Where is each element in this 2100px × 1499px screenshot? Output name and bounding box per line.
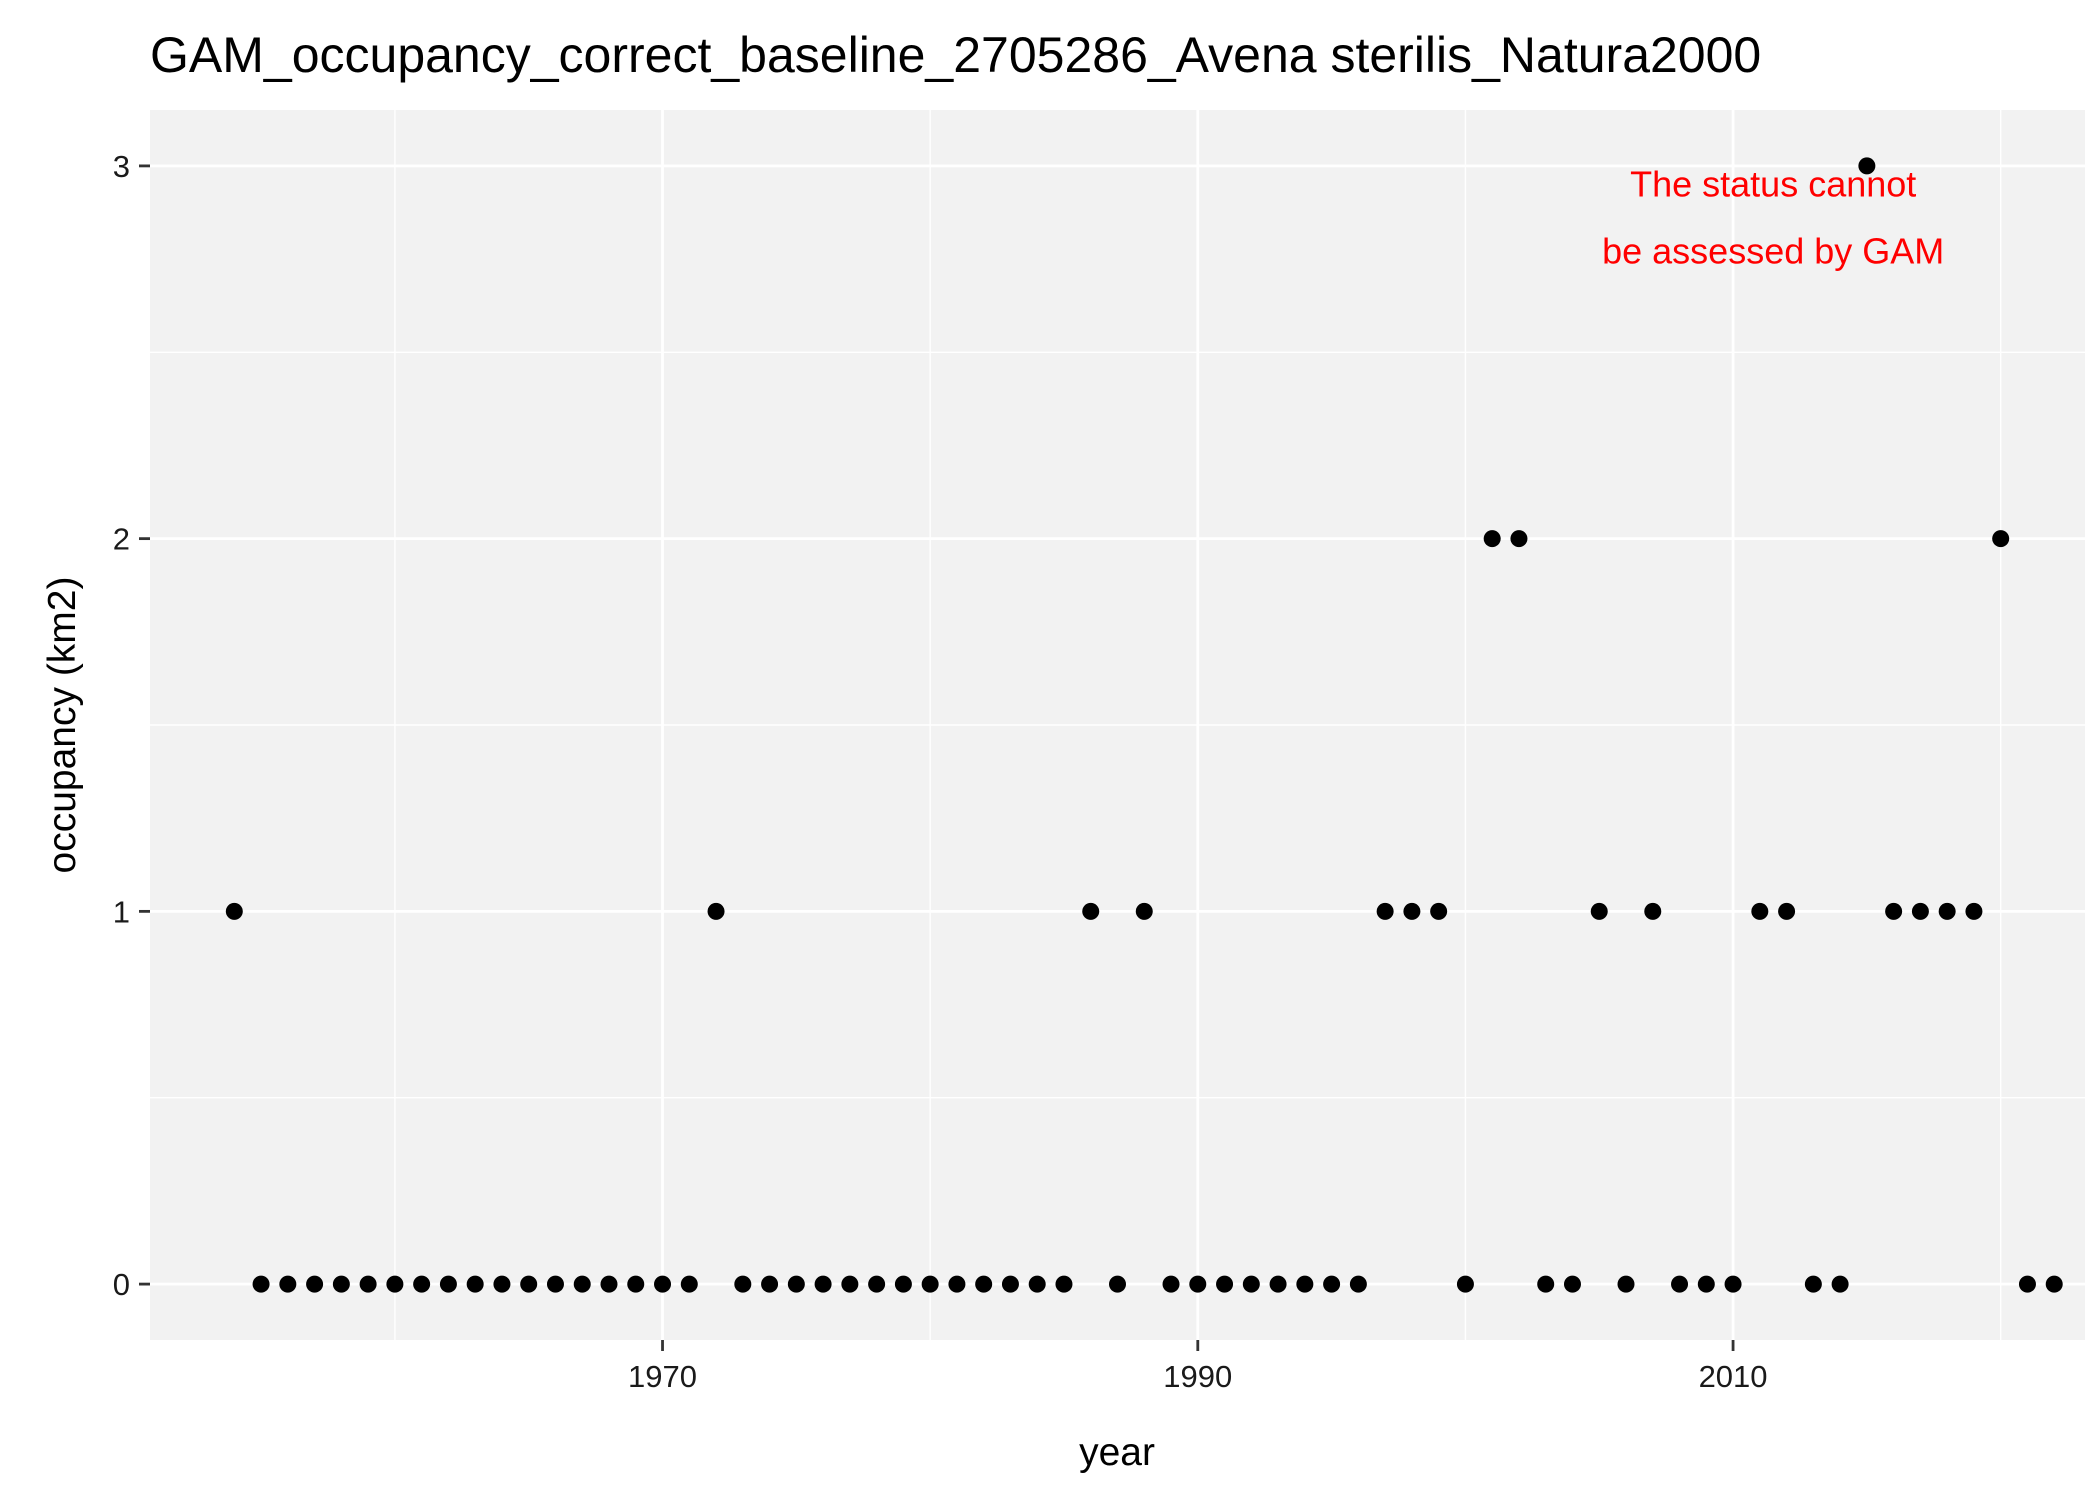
data-point — [868, 1275, 886, 1293]
data-point — [1831, 1275, 1849, 1293]
annotation-line: The status cannot — [1630, 164, 1916, 205]
data-point — [1028, 1275, 1046, 1293]
data-point — [252, 1275, 270, 1293]
data-point — [1510, 530, 1528, 548]
y-axis: 0 1 2 3 — [113, 149, 150, 1302]
data-point — [654, 1275, 672, 1293]
data-point — [1296, 1275, 1314, 1293]
data-point — [359, 1275, 377, 1293]
data-point — [707, 902, 725, 920]
x-tick-label: 1990 — [1163, 1359, 1232, 1394]
data-point — [1590, 902, 1608, 920]
data-point — [1992, 530, 2010, 548]
data-point — [225, 902, 243, 920]
data-point — [439, 1275, 457, 1293]
data-point — [1724, 1275, 1742, 1293]
x-tick-label: 2010 — [1699, 1359, 1768, 1394]
data-point — [1376, 902, 1394, 920]
data-point — [1001, 1275, 1019, 1293]
data-point — [1938, 902, 1956, 920]
status-annotation: The status cannot be assessed by GAM — [1602, 164, 1944, 272]
data-point — [2045, 1275, 2063, 1293]
data-point — [1537, 1275, 1555, 1293]
data-point — [1858, 157, 1876, 175]
data-point — [1162, 1275, 1180, 1293]
data-point — [600, 1275, 618, 1293]
x-axis-label: year — [1079, 1431, 1155, 1474]
data-point — [1563, 1275, 1581, 1293]
data-point — [1644, 902, 1662, 920]
data-point — [894, 1275, 912, 1293]
data-point — [787, 1275, 805, 1293]
data-points — [225, 157, 2063, 1293]
data-point — [1697, 1275, 1715, 1293]
data-point — [1349, 1275, 1367, 1293]
data-point — [1323, 1275, 1341, 1293]
data-point — [680, 1275, 698, 1293]
data-point — [1189, 1275, 1207, 1293]
x-tick-label: 1970 — [628, 1359, 697, 1394]
data-point — [1216, 1275, 1234, 1293]
y-tick-label: 3 — [113, 149, 130, 184]
data-point — [948, 1275, 966, 1293]
data-point — [306, 1275, 324, 1293]
y-tick-label: 0 — [113, 1267, 130, 1302]
data-point — [921, 1275, 939, 1293]
y-tick-label: 1 — [113, 894, 130, 929]
data-point — [1269, 1275, 1287, 1293]
data-point — [1617, 1275, 1635, 1293]
data-point — [1483, 530, 1501, 548]
data-point — [761, 1275, 779, 1293]
data-point — [1242, 1275, 1260, 1293]
data-point — [1778, 902, 1796, 920]
data-point — [1403, 902, 1421, 920]
data-point — [1055, 1275, 1073, 1293]
data-point — [841, 1275, 859, 1293]
data-point — [2018, 1275, 2036, 1293]
data-point — [627, 1275, 645, 1293]
data-point — [413, 1275, 431, 1293]
data-point — [1751, 902, 1769, 920]
data-point — [1109, 1275, 1126, 1293]
y-axis-label: occupancy (km2) — [41, 577, 84, 874]
x-axis: 1970 1990 2010 — [628, 1340, 1768, 1394]
data-point — [1885, 902, 1903, 920]
data-point — [279, 1275, 297, 1293]
data-point — [1671, 1275, 1689, 1293]
data-point — [1911, 902, 1929, 920]
data-point — [573, 1275, 591, 1293]
data-point — [546, 1275, 564, 1293]
data-point — [1804, 1275, 1822, 1293]
data-point — [1135, 902, 1153, 920]
chart-title: GAM_occupancy_correct_baseline_2705286_A… — [150, 27, 1761, 83]
data-point — [386, 1275, 404, 1293]
data-point — [734, 1275, 752, 1293]
data-point — [493, 1275, 511, 1293]
minor-gridlines — [150, 110, 2085, 1340]
data-point — [466, 1275, 484, 1293]
data-point — [1965, 902, 1983, 920]
data-point — [1430, 902, 1448, 920]
data-point — [814, 1275, 832, 1293]
data-point — [1456, 1275, 1474, 1293]
data-point — [1082, 902, 1100, 920]
data-point — [520, 1275, 538, 1293]
data-point — [332, 1275, 350, 1293]
data-point — [975, 1275, 993, 1293]
y-tick-label: 2 — [113, 522, 130, 557]
annotation-line: be assessed by GAM — [1602, 231, 1944, 272]
